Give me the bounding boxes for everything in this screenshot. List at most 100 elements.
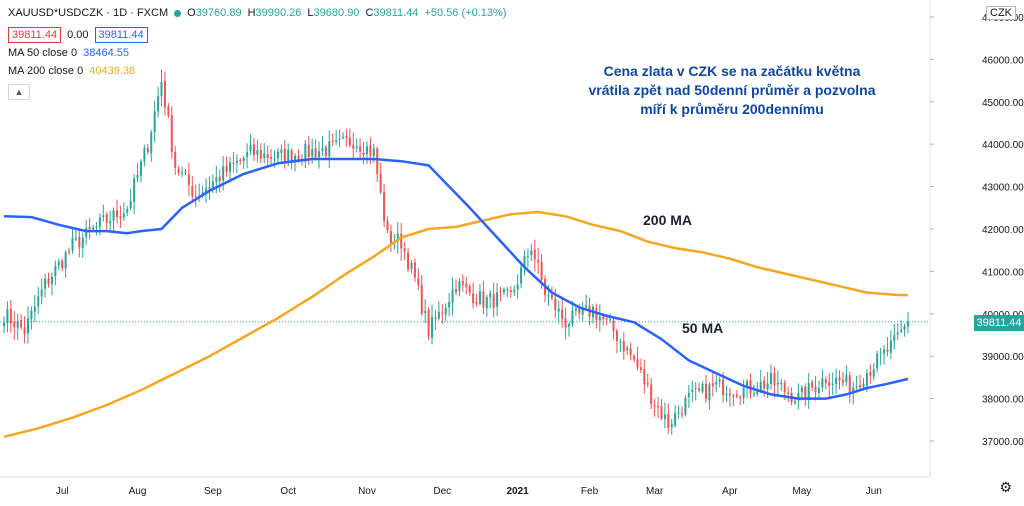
candle-body <box>526 256 529 258</box>
candle-body <box>889 340 892 353</box>
candle-body <box>235 160 238 163</box>
candle-body <box>239 160 242 162</box>
candle-body <box>126 209 129 213</box>
gear-icon[interactable]: ⚙ <box>999 479 1012 495</box>
candle-body <box>318 151 321 158</box>
currency-badge[interactable]: CZK <box>986 6 1016 20</box>
candle-body <box>735 394 738 397</box>
candle-body <box>841 380 844 384</box>
candle-body <box>431 317 434 338</box>
candle-body <box>516 284 519 290</box>
candle-body <box>88 227 91 230</box>
candle-body <box>181 172 184 174</box>
y-tick-label: 41000.00 <box>982 267 1024 278</box>
candle-body <box>585 305 588 307</box>
candle-body <box>626 347 629 351</box>
candle-body <box>835 377 838 384</box>
candle-body <box>229 162 231 172</box>
candle-body <box>636 359 639 368</box>
candle-body <box>372 148 375 157</box>
ma200-legend[interactable]: MA 200 close 0 40439.38 <box>8 62 506 80</box>
ma200-line[interactable] <box>3 210 909 439</box>
candle-body <box>9 308 12 324</box>
candle-body <box>687 392 690 398</box>
candle-body <box>506 289 509 291</box>
candle-body <box>615 330 618 342</box>
y-tick-label: 37000.00 <box>982 437 1024 448</box>
candle-body <box>629 348 632 356</box>
candle-body <box>208 187 211 190</box>
candle-body <box>133 178 136 202</box>
candle-body <box>276 151 279 159</box>
candle-body <box>355 146 358 149</box>
ma50-line[interactable] <box>3 157 909 400</box>
candle-body <box>78 237 81 248</box>
candle-body <box>40 289 43 297</box>
candle-body <box>215 177 218 182</box>
candle-body <box>845 374 848 383</box>
candle-body <box>451 289 454 303</box>
candle-body <box>321 148 324 152</box>
candle-body <box>715 381 718 385</box>
y-tick-label: 43000.00 <box>982 183 1024 194</box>
candle-body <box>698 388 701 391</box>
candle-body <box>259 150 262 159</box>
sell-price-button[interactable]: 39811.44 <box>8 27 62 43</box>
candle-body <box>109 221 112 224</box>
candle-body <box>386 221 389 231</box>
candle-body <box>33 306 36 312</box>
candle-body <box>376 148 379 175</box>
candle-body <box>530 250 533 256</box>
candle-body <box>883 349 886 354</box>
symbol-title[interactable]: XAUUSD*USDCZK · 1D · FXCM <box>8 7 169 19</box>
candle-body <box>776 382 779 385</box>
candle-body <box>691 389 694 392</box>
candle-body <box>225 165 228 172</box>
candle-body <box>102 215 105 218</box>
candle-body <box>537 259 540 263</box>
candle-body <box>345 136 348 139</box>
candle-body <box>472 293 475 304</box>
candle-body <box>465 283 468 287</box>
candle-body <box>403 248 406 252</box>
candle-body <box>218 176 221 182</box>
candle-body <box>831 383 834 385</box>
ma50-label: MA 50 close 0 <box>8 47 78 59</box>
bid-ask-row: 39811.44 0.00 39811.44 <box>8 26 506 44</box>
candle-body <box>869 372 872 376</box>
candle-body <box>311 149 314 157</box>
candle-body <box>47 278 50 284</box>
candle-body <box>496 292 499 307</box>
collapse-legend-button[interactable]: ▲ <box>8 84 30 100</box>
candle-body <box>71 238 74 251</box>
candle-body <box>232 162 235 164</box>
candle-body <box>622 341 625 352</box>
candle-body <box>413 262 416 278</box>
candle-body <box>297 156 300 160</box>
y-tick-label: 39000.00 <box>982 352 1024 363</box>
candle-body <box>290 150 293 163</box>
candle-body <box>533 249 536 260</box>
ma50-legend[interactable]: MA 50 close 0 38464.55 <box>8 44 506 62</box>
candle-body <box>64 252 67 269</box>
candle-body <box>650 384 653 405</box>
candle-body <box>581 307 584 315</box>
candle-body <box>499 291 502 293</box>
last-price-tag: 39811.44 <box>974 315 1024 331</box>
candle-body <box>68 251 71 253</box>
candle-body <box>441 312 444 314</box>
candle-body <box>701 384 704 392</box>
buy-price-button[interactable]: 39811.44 <box>94 27 148 43</box>
candle-body <box>263 153 266 159</box>
candle-body <box>187 173 190 185</box>
candle-body <box>434 317 437 319</box>
candle-body <box>191 186 194 197</box>
candle-body <box>256 150 259 155</box>
candle-body <box>852 387 855 394</box>
candle-body <box>112 210 115 221</box>
candle-body <box>129 200 132 208</box>
ma200-label: MA 200 close 0 <box>8 65 84 77</box>
candle-body <box>266 153 269 158</box>
